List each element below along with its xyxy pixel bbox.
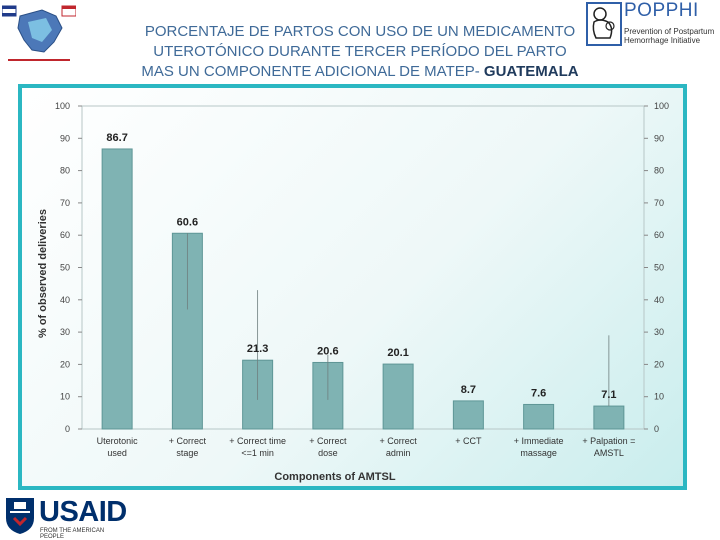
value-label: 60.6: [177, 216, 198, 228]
popphi-wordmark: POPPHI: [624, 0, 699, 21]
y-tick-label-right: 80: [654, 166, 664, 176]
bar: [382, 363, 414, 430]
value-label: 7.6: [531, 387, 546, 399]
popphi-tagline: Prevention of Postpartum Hemorrhage Init…: [624, 27, 720, 45]
y-tick-label-right: 90: [654, 133, 664, 143]
usaid-wordmark: USAID: [39, 496, 127, 528]
y-tick-label-left: 90: [60, 133, 70, 143]
y-tick-label-left: 100: [55, 101, 70, 111]
slide-title: PORCENTAJE DE PARTOS CON USO DE UN MEDIC…: [110, 22, 610, 82]
category-label: + Correct: [379, 436, 417, 446]
y-tick-label-left: 50: [60, 263, 70, 273]
value-label: 20.1: [387, 347, 408, 359]
category-label: used: [107, 448, 127, 458]
y-tick-label-right: 100: [654, 101, 669, 111]
title-line-3: MAS UN COMPONENTE ADICIONAL DE MATEP- GU…: [110, 62, 610, 82]
title-line-1: PORCENTAJE DE PARTOS CON USO DE UN MEDIC…: [144, 23, 576, 40]
chart-frame: 0 0 10 10 20 20 30 30 40 40 50 50 60 60 70 70 80 80 90 90 10…: [18, 84, 687, 490]
bar-chart: 0 0 10 10 20 20 30 30 40 40 50 50 60 60 70 70 80 80 90 90 10…: [37, 101, 669, 483]
y-tick-label-left: 80: [60, 166, 70, 176]
title-line-3-text: MAS UN COMPONENTE ADICIONAL DE MATEP-: [141, 63, 484, 80]
y-tick-label-right: 60: [654, 230, 664, 240]
mother-child-icon: [586, 2, 622, 46]
category-label: + Correct: [309, 436, 347, 446]
title-country: GUATEMALA: [483, 63, 579, 80]
category-label: + Correct time: [229, 436, 286, 446]
bar: [452, 400, 484, 430]
usaid-logo: USAID FROM THE AMERICAN PEOPLE: [0, 494, 127, 540]
category-label: Uterotonic: [97, 436, 139, 446]
y-tick-label-left: 0: [65, 424, 70, 434]
title-line-2: UTEROTÓNICO DURANTE TERCER PERÍODO DEL P…: [153, 43, 567, 60]
y-axis-title: % of observed deliveries: [37, 209, 49, 338]
x-axis-title: Components of AMTSL: [274, 471, 395, 483]
flag-icon: [2, 5, 76, 17]
category-label: stage: [176, 448, 198, 458]
y-tick-label-right: 20: [654, 359, 664, 369]
category-label: <=1 min: [241, 448, 274, 458]
popphi-tagline-2: Hemorrhage Initiative: [624, 36, 701, 45]
bar: [593, 405, 625, 430]
category-label: massage: [520, 448, 557, 458]
usaid-seal-icon: [6, 498, 34, 534]
category-label: + CCT: [455, 436, 482, 446]
usaid-tagline: FROM THE AMERICAN PEOPLE: [40, 528, 105, 540]
y-tick-label-right: 50: [654, 263, 664, 273]
y-tick-label-left: 60: [60, 230, 70, 240]
bar: [101, 148, 133, 430]
y-tick-label-right: 10: [654, 392, 664, 402]
y-tick-label-right: 40: [654, 295, 664, 305]
y-tick-label-left: 30: [60, 327, 70, 337]
category-label: AMSTL: [594, 448, 624, 458]
category-label: admin: [386, 448, 411, 458]
y-tick-label-left: 10: [60, 392, 70, 402]
y-tick-label-right: 70: [654, 198, 664, 208]
plot-area: [81, 105, 645, 430]
y-tick-label-right: 30: [654, 327, 664, 337]
value-label: 20.6: [317, 345, 338, 357]
y-tick-label-right: 0: [654, 424, 659, 434]
y-tick-label-left: 70: [60, 198, 70, 208]
category-label: + Immediate: [514, 436, 564, 446]
category-label: dose: [318, 448, 338, 458]
category-label: + Palpation =: [582, 436, 635, 446]
category-label: + Correct: [169, 436, 207, 446]
value-label: 7.1: [601, 389, 616, 401]
y-tick-label-left: 40: [60, 295, 70, 305]
popphi-logo: POPPHI Prevention of Postpartum Hemorrha…: [584, 0, 720, 50]
value-label: 86.7: [106, 132, 127, 144]
value-label: 21.3: [247, 343, 268, 355]
bar: [523, 403, 555, 430]
value-label: 8.7: [461, 384, 476, 396]
y-tick-label-left: 20: [60, 359, 70, 369]
popphi-tagline-1: Prevention of Postpartum: [624, 27, 715, 36]
guatemala-map-logo: [2, 5, 76, 61]
